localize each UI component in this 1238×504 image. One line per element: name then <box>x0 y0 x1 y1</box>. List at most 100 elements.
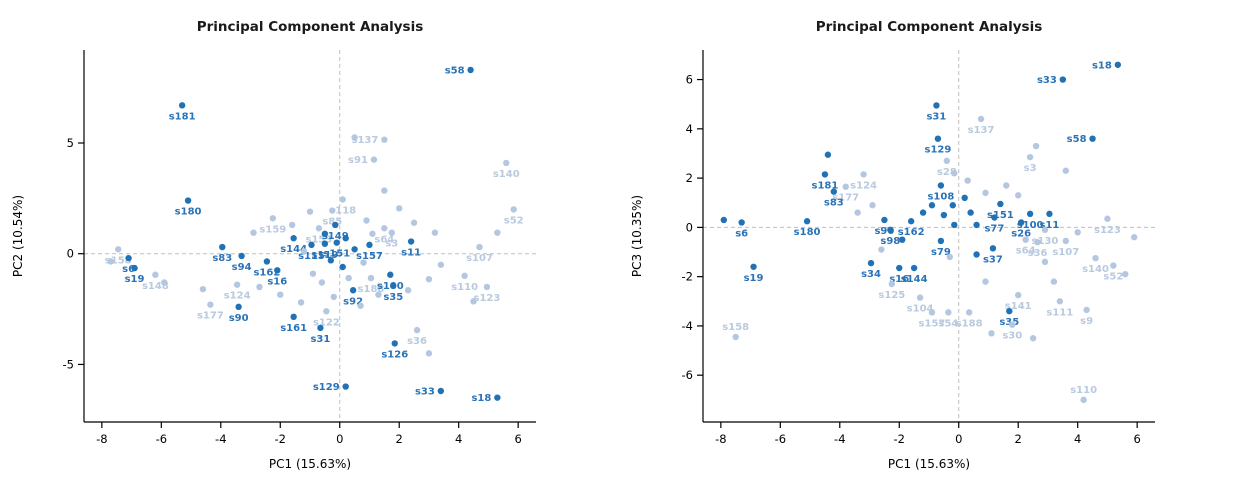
data-point <box>1041 226 1049 234</box>
point-label: s83 <box>824 198 844 209</box>
point-label: s125 <box>878 290 905 301</box>
y-tick-label: 2 <box>686 171 693 185</box>
x-tick-label: 0 <box>336 432 343 446</box>
data-point <box>1083 306 1090 314</box>
point-label: s162 <box>253 267 280 278</box>
data-point <box>360 259 367 266</box>
point-label: s6 <box>122 264 135 275</box>
data-point <box>510 206 517 213</box>
data-point <box>934 135 942 142</box>
data-point <box>238 252 245 260</box>
data-point <box>965 309 973 316</box>
point-label: s64 <box>374 234 394 245</box>
data-point <box>425 350 433 357</box>
x-tick-label: 6 <box>514 432 521 446</box>
point-label: s157 <box>356 251 383 262</box>
data-point <box>878 246 885 253</box>
data-point <box>363 217 370 224</box>
data-point <box>824 151 832 158</box>
data-point <box>367 274 375 282</box>
data-point <box>290 235 297 242</box>
point-label: s31 <box>926 111 946 122</box>
point-label: s158 <box>722 322 749 333</box>
data-point <box>107 258 114 265</box>
point-label: s129 <box>925 145 952 156</box>
data-point <box>269 215 277 222</box>
point-label: s100 <box>1017 220 1044 231</box>
point-label: s37 <box>983 254 1003 265</box>
point-label: s162 <box>898 227 925 238</box>
data-point <box>1130 234 1138 241</box>
data-point <box>274 267 281 274</box>
y-tick-label: 6 <box>686 73 693 87</box>
data-point <box>738 219 745 226</box>
data-point <box>887 226 894 234</box>
data-point <box>1056 298 1064 305</box>
point-label: s151 <box>323 249 350 260</box>
data-point <box>951 169 958 177</box>
data-point <box>483 283 491 291</box>
data-point <box>366 241 373 249</box>
data-point <box>308 241 315 249</box>
data-point <box>907 218 915 225</box>
data-point <box>982 189 989 197</box>
data-point <box>1006 307 1013 315</box>
data-point <box>494 394 501 401</box>
data-point <box>330 293 337 301</box>
data-point <box>1050 278 1058 285</box>
y-tick-label: -5 <box>63 357 74 371</box>
point-label: s107 <box>466 253 493 264</box>
point-label: s19 <box>744 273 764 284</box>
point-label: s35 <box>999 317 1019 328</box>
point-label: s98 <box>880 236 900 247</box>
data-point <box>339 196 346 203</box>
data-point <box>329 207 336 214</box>
data-point <box>1015 192 1022 199</box>
data-point <box>327 257 335 264</box>
data-point <box>184 197 192 204</box>
data-point <box>345 274 352 282</box>
point-label: s111 <box>1046 307 1073 318</box>
data-point <box>854 209 861 216</box>
data-point <box>1029 335 1037 342</box>
point-label: s180 <box>794 227 821 238</box>
data-point <box>1003 182 1010 189</box>
data-point <box>989 245 997 252</box>
x-tick-label: -8 <box>96 432 107 446</box>
data-point <box>256 283 263 291</box>
data-point <box>387 271 394 278</box>
point-label: s107 <box>1052 247 1079 258</box>
point-label: s181 <box>169 111 196 122</box>
data-point <box>318 279 326 286</box>
data-point <box>945 309 952 316</box>
point-label: s126 <box>381 349 408 360</box>
data-point <box>973 221 980 229</box>
data-point <box>277 291 284 298</box>
data-point <box>288 221 296 229</box>
point-label: s3 <box>1024 163 1037 174</box>
data-point <box>1034 238 1041 246</box>
point-label: s140 <box>493 169 520 180</box>
point-label: s123 <box>1094 225 1121 236</box>
point-label: s181 <box>812 180 839 191</box>
point-label: s9 <box>1080 316 1093 327</box>
data-point <box>321 240 329 247</box>
data-point <box>381 136 388 143</box>
data-point <box>888 280 896 288</box>
data-point <box>388 229 395 236</box>
data-point <box>503 159 510 167</box>
point-label: s33 <box>1037 75 1057 86</box>
point-label: s130 <box>1032 236 1059 247</box>
data-point <box>951 221 958 229</box>
data-point <box>306 208 314 215</box>
x-tick-label: -2 <box>275 432 286 446</box>
data-point <box>946 253 954 261</box>
point-label: s26 <box>1011 228 1031 239</box>
data-point <box>321 230 329 237</box>
data-point <box>315 225 323 232</box>
data-point <box>1080 396 1087 404</box>
data-point <box>860 171 867 178</box>
data-point <box>290 313 297 321</box>
point-label: s119 <box>311 250 338 261</box>
point-label: s11 <box>401 248 421 259</box>
